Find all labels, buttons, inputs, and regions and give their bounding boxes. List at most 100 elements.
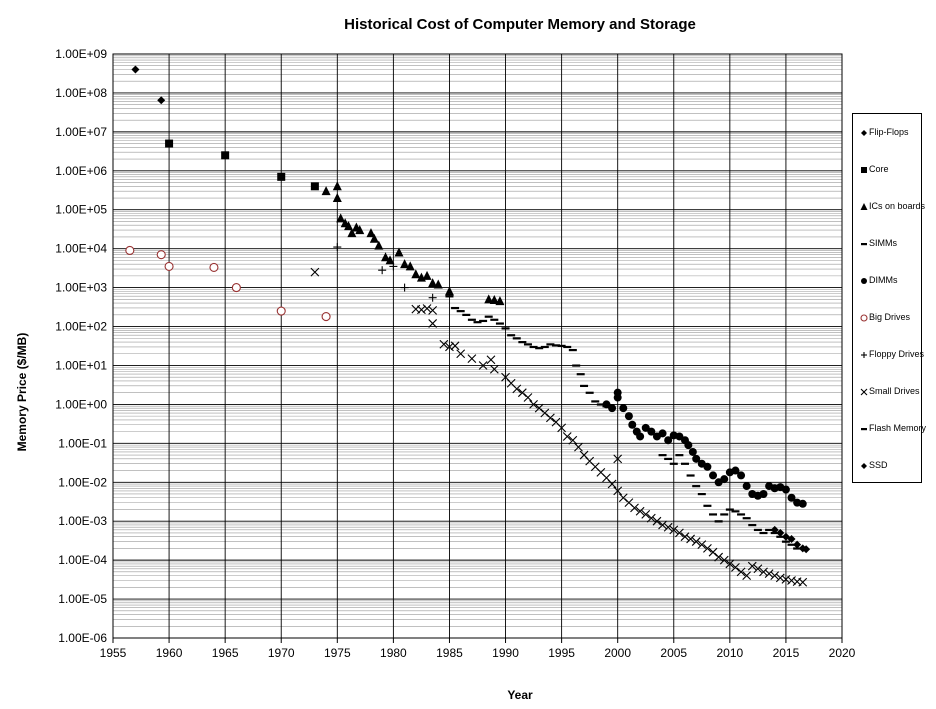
x-tick-label: 1970 xyxy=(268,646,295,660)
point-dimms xyxy=(675,432,684,441)
point-small-drives xyxy=(478,361,488,370)
point-small-drives xyxy=(742,571,752,581)
legend-marker-simms xyxy=(861,243,867,246)
point-small-drives xyxy=(428,305,438,315)
point-simms xyxy=(591,400,600,403)
point-simms xyxy=(507,334,516,337)
point-ics-on-boards xyxy=(484,294,494,304)
legend-symbol-small-drives xyxy=(860,388,868,396)
point-simms xyxy=(576,373,585,376)
point-small-drives xyxy=(770,571,780,581)
y-tick-label: 1.00E+05 xyxy=(55,203,107,217)
legend-symbol-core xyxy=(861,167,867,173)
legend-item-flip-flops: Flip-Flops xyxy=(853,126,923,142)
point-simms xyxy=(518,341,527,344)
point-simms xyxy=(462,313,471,317)
point-dimms xyxy=(781,485,790,494)
point-simms xyxy=(540,345,549,349)
legend-item-simms: SIMMs xyxy=(853,237,923,253)
legend-item-small-drives: Small Drives xyxy=(853,385,923,401)
point-floppy-drives xyxy=(389,262,398,271)
point-small-drives xyxy=(607,479,617,489)
point-small-drives xyxy=(529,400,538,409)
point-flash-memory xyxy=(692,485,701,488)
point-floppy-drives xyxy=(428,293,437,302)
series-ssd xyxy=(770,525,811,554)
point-big-drives xyxy=(231,283,241,293)
point-small-drives xyxy=(641,509,651,519)
legend-marker-big-drives xyxy=(860,314,868,322)
point-ics-on-boards xyxy=(495,296,505,306)
point-simms xyxy=(451,306,460,310)
point-ics-on-boards xyxy=(347,228,357,238)
point-small-drives xyxy=(686,534,695,544)
point-big-drives xyxy=(276,306,286,316)
point-small-drives xyxy=(445,342,454,352)
legend-symbol-dimms xyxy=(861,278,867,284)
point-small-drives xyxy=(781,575,791,584)
y-tick-label: 1.00E-03 xyxy=(58,514,107,528)
legend-marker-flash-memory xyxy=(861,428,867,431)
point-flash-memory xyxy=(675,454,684,457)
point-simms xyxy=(501,327,510,330)
point-ssd xyxy=(770,525,779,534)
point-dimms xyxy=(602,400,611,409)
point-small-drives xyxy=(798,577,808,587)
x-tick-label: 2020 xyxy=(829,646,856,660)
point-flip-flops xyxy=(131,65,140,74)
point-ics-on-boards xyxy=(405,261,415,271)
legend-item-big-drives: Big Drives xyxy=(853,311,923,327)
point-ics-on-boards xyxy=(369,233,379,243)
legend-label-flip-flops: Flip-Flops xyxy=(869,127,909,137)
legend: Flip-Flops Core ICs on boards SIMMs DIMMs Big… xyxy=(852,113,926,483)
point-flash-memory xyxy=(669,462,678,465)
point-small-drives xyxy=(669,525,679,535)
legend-label-floppy-drives: Floppy Drives xyxy=(869,349,925,359)
legend-item-core: Core xyxy=(853,163,923,179)
point-ics-on-boards xyxy=(411,269,421,279)
x-tick-label: 1955 xyxy=(100,646,127,660)
point-flash-memory xyxy=(714,520,723,523)
point-dimms xyxy=(684,441,693,450)
point-small-drives xyxy=(613,454,623,464)
legend-item-floppy-drives: Floppy Drives xyxy=(853,348,925,364)
point-small-drives xyxy=(557,423,567,433)
point-small-drives xyxy=(562,432,572,441)
point-small-drives xyxy=(680,532,690,542)
point-simms xyxy=(484,315,493,318)
point-flash-memory xyxy=(720,513,729,516)
data-marks xyxy=(125,65,811,587)
point-small-drives xyxy=(736,567,746,577)
point-simms xyxy=(490,318,499,321)
point-simms xyxy=(563,345,572,349)
point-core xyxy=(165,139,174,148)
point-ics-on-boards xyxy=(444,286,454,296)
point-core xyxy=(277,172,286,181)
point-dimms xyxy=(658,429,667,438)
x-tick-label: 1975 xyxy=(324,646,351,660)
point-dimms xyxy=(641,423,650,432)
point-flash-memory xyxy=(742,517,751,520)
legend-marker-ics-on-boards xyxy=(860,203,868,210)
point-small-drives xyxy=(691,537,701,546)
x-tick-label: 1980 xyxy=(380,646,407,660)
point-ics-on-boards xyxy=(374,240,384,250)
y-tick-label: 1.00E+07 xyxy=(55,125,107,139)
point-small-drives xyxy=(574,442,583,452)
point-dimms xyxy=(742,482,751,491)
point-simms xyxy=(552,344,561,347)
y-tick-label: 1.00E-01 xyxy=(58,436,107,450)
point-simms xyxy=(557,344,566,347)
legend-marker-core xyxy=(861,167,867,173)
point-small-drives xyxy=(764,569,774,579)
series-floppy-drives xyxy=(333,243,437,302)
point-ics-on-boards xyxy=(433,279,443,289)
legend-symbol-big-drives xyxy=(860,314,868,322)
series-small-drives xyxy=(310,267,808,587)
y-tick-label: 1.00E-04 xyxy=(58,553,107,567)
series-ics-on-boards xyxy=(321,181,505,306)
point-small-drives xyxy=(747,561,757,571)
legend-symbol-simms xyxy=(861,243,867,246)
x-tick-label: 1995 xyxy=(548,646,575,660)
point-flash-memory xyxy=(686,474,695,477)
